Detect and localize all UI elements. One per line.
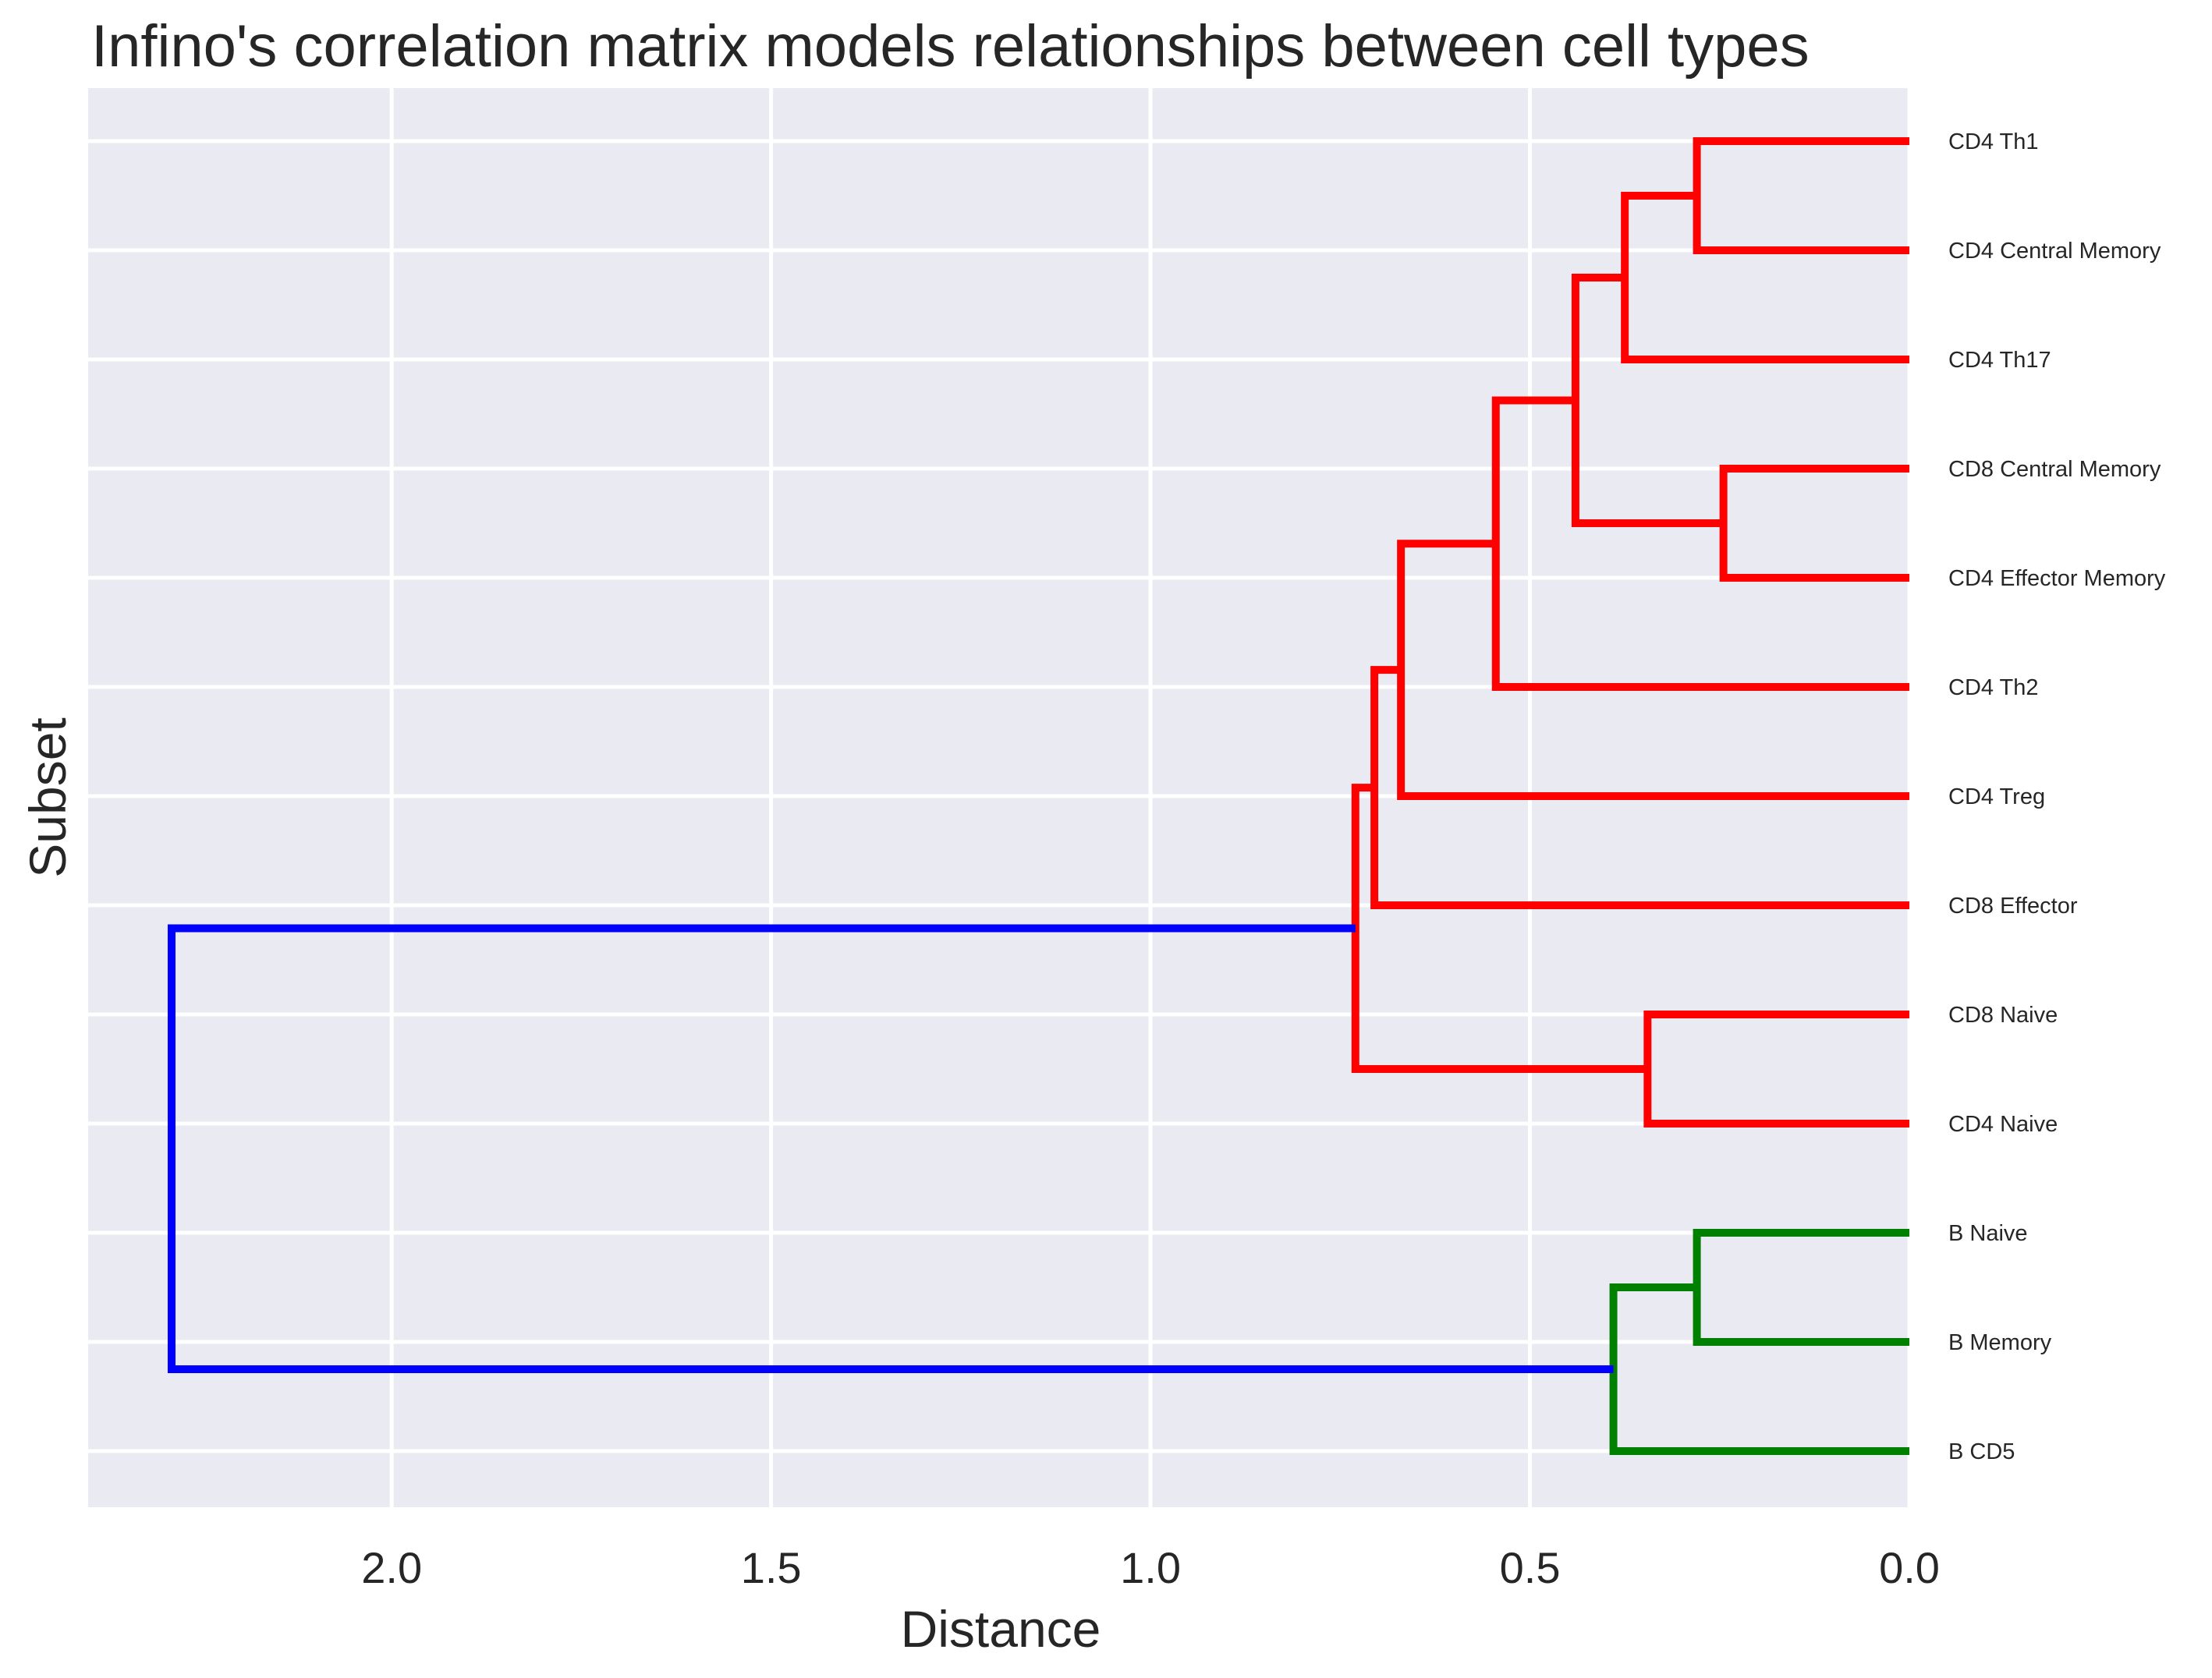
x-tick-label: 0.5	[1500, 1543, 1561, 1592]
dendrogram-links	[168, 137, 1909, 1455]
chart-title: Infino's correlation matrix models relat…	[91, 13, 1810, 80]
x-tick-labels: 2.0 1.5 1.0 0.5 0.0	[361, 1543, 1940, 1592]
leaf-label: CD4 Naive	[1948, 1112, 2058, 1137]
leaf-label: B CD5	[1948, 1439, 2015, 1464]
leaf-label: B Naive	[1948, 1221, 2028, 1246]
x-tick-label: 0.0	[1879, 1543, 1940, 1592]
dendrogram-link	[1719, 465, 1909, 582]
leaf-label: B Memory	[1948, 1330, 2052, 1355]
y-axis-label: Subset	[19, 717, 76, 877]
leaf-label: CD8 Naive	[1948, 1003, 2058, 1028]
x-tick-label: 1.5	[741, 1543, 802, 1592]
leaf-label: CD8 Central Memory	[1948, 457, 2161, 482]
x-tick-label: 2.0	[361, 1543, 422, 1592]
dendrogram-link	[1397, 540, 1909, 800]
leaf-label: CD4 Th2	[1948, 675, 2039, 700]
dendrogram-link	[168, 924, 1614, 1373]
leaf-label: CD4 Effector Memory	[1948, 566, 2166, 591]
leaf-label: CD4 Central Memory	[1948, 239, 2161, 264]
leaf-label: CD8 Effector	[1948, 894, 2078, 919]
leaf-label: CD4 Treg	[1948, 784, 2045, 809]
x-tick-label: 1.0	[1120, 1543, 1181, 1592]
leaf-labels: CD4 Th1 CD4 Central Memory CD4 Th17 CD8 Cen…	[1948, 129, 2166, 1464]
dendrogram-link	[1571, 274, 1724, 527]
leaf-label: CD4 Th17	[1948, 348, 2051, 373]
x-axis-label: Distance	[901, 1600, 1101, 1658]
grid-lines	[88, 88, 1912, 1507]
leaf-label: CD4 Th1	[1948, 129, 2039, 154]
dendrogram-link	[1621, 192, 1909, 363]
